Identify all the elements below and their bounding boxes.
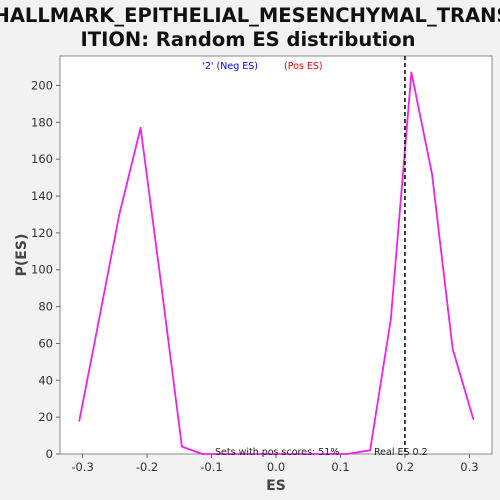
x-tick-label: 0.0 — [267, 460, 285, 474]
series-point — [222, 453, 225, 455]
real-es-label: Real ES 0.2 — [374, 447, 428, 458]
series-point — [325, 453, 328, 455]
series-point — [78, 419, 81, 422]
series-point — [263, 453, 266, 455]
chart-title-line-1: HALLMARK_EPITHELIAL_MESENCHYMAL_TRANS — [0, 4, 500, 27]
series-point — [160, 283, 163, 286]
y-tick-label: 100 — [31, 263, 53, 277]
x-tick-label: -0.2 — [136, 460, 158, 474]
series-line — [78, 71, 475, 455]
y-tick-label: 160 — [31, 152, 53, 166]
series-point — [472, 418, 475, 420]
pos-scores-annotation: Sets with pos scores: 51% — [215, 447, 339, 458]
axis-ticks: -0.3 -0.2 -0.1 0.0 0.1 0.2 0.3 0 20 40 60 80 100 120 1… — [31, 78, 479, 474]
y-tick-label: 0 — [46, 447, 53, 461]
series-point — [451, 348, 454, 350]
x-tick-label: 0.1 — [331, 460, 349, 474]
legend-neg-es: '2' (Neg ES) — [202, 61, 258, 72]
x-axis-label: ES — [266, 478, 286, 494]
x-tick-label: -0.1 — [200, 460, 222, 474]
series-point — [389, 318, 392, 321]
x-tick-label: 0.2 — [396, 460, 414, 474]
legend-pos-es: (Pos ES) — [284, 61, 323, 72]
plot-area — [59, 55, 493, 455]
y-axis-label: P(ES) — [14, 234, 30, 277]
series-point — [346, 453, 348, 455]
x-tick-label: -0.3 — [71, 460, 93, 474]
series-point — [410, 71, 413, 74]
series-point — [139, 126, 142, 129]
y-tick-label: 120 — [31, 226, 53, 240]
series-point — [97, 320, 100, 323]
y-tick-label: 180 — [31, 115, 53, 129]
y-tick-label: 60 — [38, 336, 53, 350]
series-point — [304, 453, 307, 455]
series-point — [284, 453, 286, 455]
series-point — [369, 449, 372, 452]
y-tick-label: 40 — [38, 373, 53, 387]
series-point — [180, 445, 183, 448]
x-tick-label: 0.3 — [460, 460, 478, 474]
y-tick-label: 200 — [31, 78, 53, 92]
y-tick-label: 140 — [31, 189, 53, 203]
series-point — [431, 173, 433, 175]
y-tick-label: 80 — [38, 300, 53, 314]
series-layer — [78, 71, 475, 455]
chart-title-line-2: ITION: Random ES distribution — [81, 28, 416, 51]
series-point — [118, 213, 121, 216]
series-point — [201, 453, 204, 455]
series-point — [242, 453, 245, 455]
y-tick-label: 20 — [38, 410, 53, 424]
